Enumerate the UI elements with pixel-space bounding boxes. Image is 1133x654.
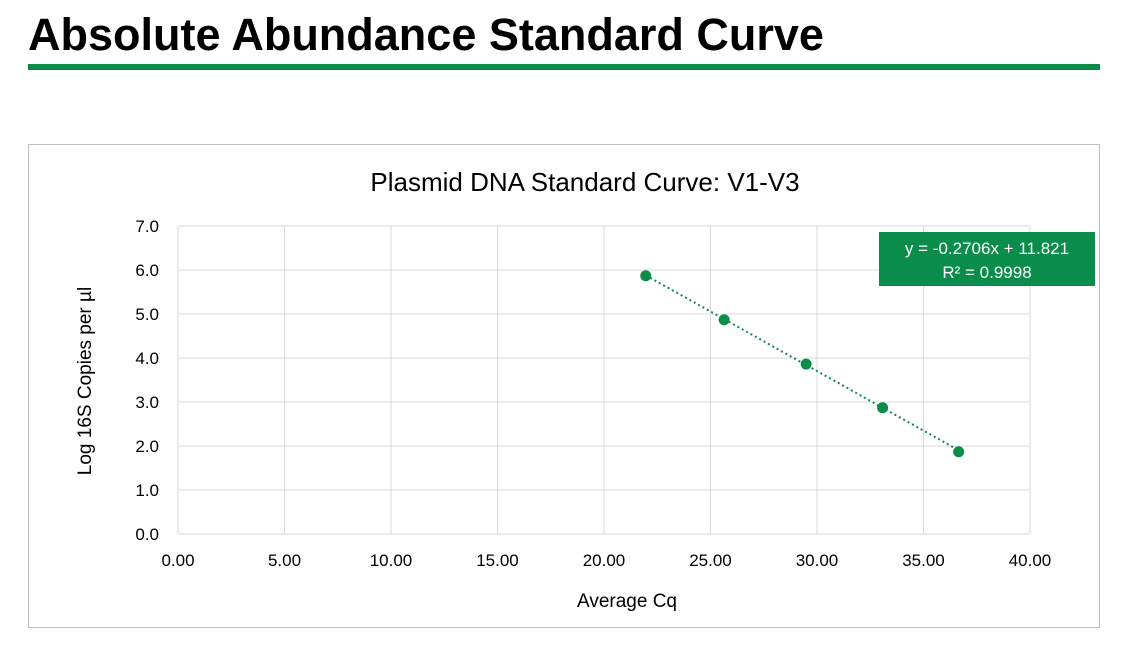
x-tick-label: 15.00 xyxy=(476,551,519,570)
standard-curve-chart: Plasmid DNA Standard Curve: V1-V3 0.00 5.… xyxy=(75,167,1095,612)
data-point xyxy=(800,358,812,370)
x-tick-label: 20.00 xyxy=(583,551,626,570)
x-tick-label: 0.00 xyxy=(161,551,194,570)
y-tick-label: 1.0 xyxy=(135,481,159,500)
x-tick-label: 5.00 xyxy=(268,551,301,570)
data-point xyxy=(718,314,730,326)
grid-lines xyxy=(177,225,1031,535)
x-tick-label: 25.00 xyxy=(689,551,732,570)
y-tick-label: 6.0 xyxy=(135,261,159,280)
data-point xyxy=(877,402,889,414)
chart-frame: Plasmid DNA Standard Curve: V1-V3 0.00 5.… xyxy=(28,144,1100,628)
y-axis-title: Log 16S Copies per µl xyxy=(75,287,96,475)
trendline-r-squared: R² = 0.9998 xyxy=(942,263,1031,282)
y-tick-label: 7.0 xyxy=(135,217,159,236)
y-tick-label: 3.0 xyxy=(135,393,159,412)
y-tick-label: 5.0 xyxy=(135,305,159,324)
page-title: Absolute Abundance Standard Curve xyxy=(28,9,824,60)
x-tick-label: 40.00 xyxy=(1009,551,1052,570)
x-tick-label: 10.00 xyxy=(370,551,413,570)
data-point xyxy=(640,270,652,282)
y-tick-label: 0.0 xyxy=(135,525,159,544)
chart-title: Plasmid DNA Standard Curve: V1-V3 xyxy=(370,167,799,197)
x-tick-label: 30.00 xyxy=(796,551,839,570)
data-points xyxy=(640,270,965,458)
data-point xyxy=(953,446,965,458)
y-tick-label: 4.0 xyxy=(135,349,159,368)
trendline-label-box xyxy=(879,232,1095,286)
tick-labels: 0.00 5.00 10.00 15.00 20.00 25.00 30.00 35.00 40… xyxy=(135,217,1051,570)
x-tick-label: 35.00 xyxy=(902,551,945,570)
y-tick-label: 2.0 xyxy=(135,437,159,456)
trendline-equation: y = -0.2706x + 11.821 xyxy=(905,239,1069,258)
title-divider xyxy=(28,64,1100,70)
x-axis-title: Average Cq xyxy=(577,591,677,612)
trendline-label: y = -0.2706x + 11.821 R² = 0.9998 xyxy=(879,232,1095,286)
